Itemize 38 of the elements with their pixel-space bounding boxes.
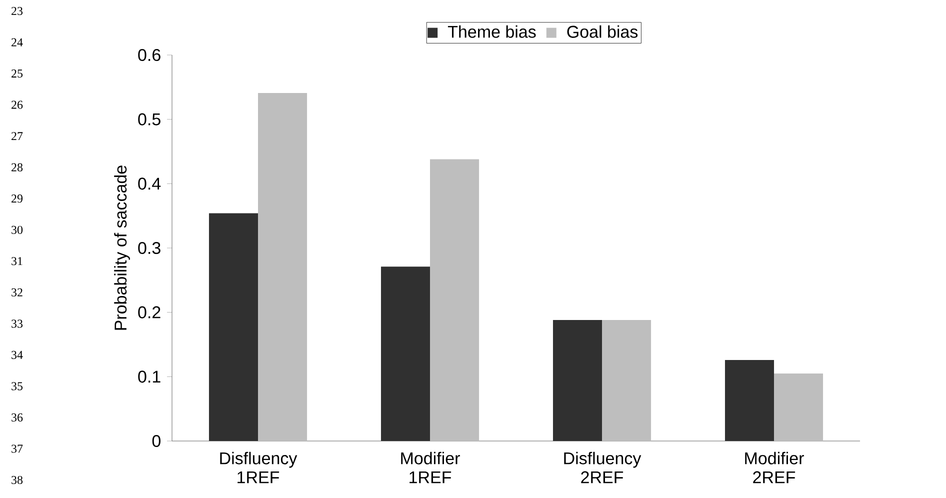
x-tick-label: Modifier 2REF [745,452,804,484]
bar [552,320,602,441]
text: 32 [12,288,22,296]
text: 30 [12,226,23,234]
bar [724,360,774,441]
y-tick-label: 0.3 [138,242,160,254]
y-tick-label: 0 [152,434,160,448]
y-tick-label: 0.1 [138,370,160,383]
text: 35 [12,382,23,390]
text: 29 [12,194,23,203]
text: 26 [12,100,23,109]
bar [430,159,480,441]
bar [774,373,824,441]
bar [380,266,430,441]
legend-label: Goal bias [567,25,638,38]
x-tick-label: Disfluency 1REF [220,452,298,484]
text: 33 [12,320,23,328]
text: 27 [12,132,23,140]
text: 34 [12,350,23,359]
text: 36 [12,413,23,422]
text: 37 [12,444,23,453]
y-tick-label: 0.2 [138,306,160,318]
legend-label: Theme bias [448,25,536,38]
text: 28 [12,163,23,172]
bar [258,92,308,441]
text: 31 [12,257,22,266]
text: 24 [12,38,23,46]
text: 25 [12,69,23,78]
y-tick-label: 0.4 [138,178,161,190]
y-tick-label: 0.5 [138,113,160,126]
y-axis-title: Probability of saccade [114,166,130,330]
text: 38 [12,476,23,484]
x-tick-label: Disfluency 2REF [564,452,642,484]
x-tick-label: Modifier 1REF [401,452,460,484]
text: 23 [12,6,23,16]
bar [208,213,258,441]
bar [602,320,652,441]
y-tick-label: 0.6 [138,48,160,62]
